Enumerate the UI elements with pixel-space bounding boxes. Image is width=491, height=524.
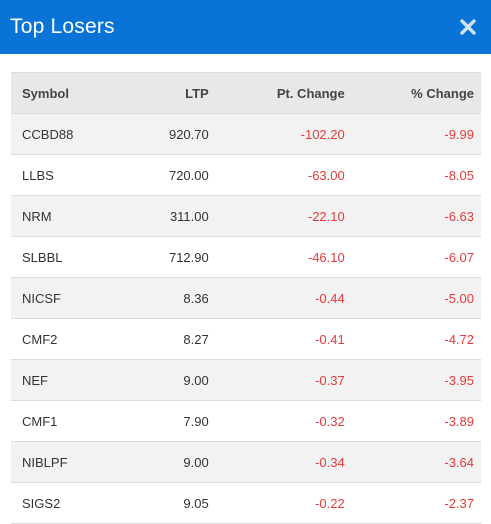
pt-change-cell: -0.34 bbox=[209, 441, 346, 483]
table-header-row: Symbol LTP Pt. Change % Change bbox=[11, 72, 481, 114]
ltp-cell: 8.27 bbox=[121, 318, 210, 360]
table-body: CCBD88 920.70 -102.20 -9.99 LLBS 720.00 … bbox=[11, 113, 481, 524]
ltp-cell: 720.00 bbox=[121, 154, 210, 196]
table-row[interactable]: CCBD88 920.70 -102.20 -9.99 bbox=[11, 113, 481, 155]
table-row[interactable]: SIGS2 9.05 -0.22 -2.37 bbox=[11, 482, 481, 524]
pt-change-cell: -0.41 bbox=[209, 318, 346, 360]
column-header-pct-change[interactable]: % Change bbox=[345, 72, 481, 114]
pct-change-cell: -6.63 bbox=[345, 195, 481, 237]
symbol-cell: CMF2 bbox=[11, 318, 122, 360]
table-row[interactable]: SLBBL 712.90 -46.10 -6.07 bbox=[11, 236, 481, 278]
pt-change-cell: -63.00 bbox=[209, 154, 346, 196]
ltp-cell: 920.70 bbox=[121, 113, 210, 155]
ltp-cell: 7.90 bbox=[121, 400, 210, 442]
close-icon-glyph bbox=[460, 19, 476, 35]
table-row[interactable]: NRM 311.00 -22.10 -6.63 bbox=[11, 195, 481, 237]
table-row[interactable]: NIBLPF 9.00 -0.34 -3.64 bbox=[11, 441, 481, 483]
pct-change-cell: -5.00 bbox=[345, 277, 481, 319]
table-row[interactable]: LLBS 720.00 -63.00 -8.05 bbox=[11, 154, 481, 196]
close-icon[interactable] bbox=[457, 16, 479, 38]
column-header-symbol[interactable]: Symbol bbox=[11, 72, 122, 114]
modal-header: Top Losers bbox=[0, 0, 491, 54]
ltp-cell: 712.90 bbox=[121, 236, 210, 278]
pct-change-cell: -6.07 bbox=[345, 236, 481, 278]
column-header-ltp[interactable]: LTP bbox=[121, 72, 210, 114]
symbol-cell: SLBBL bbox=[11, 236, 122, 278]
symbol-cell: NEF bbox=[11, 359, 122, 401]
modal-body: Symbol LTP Pt. Change % Change CCBD88 92… bbox=[0, 54, 491, 524]
ltp-cell: 9.05 bbox=[121, 482, 210, 524]
symbol-cell: NRM bbox=[11, 195, 122, 237]
ltp-cell: 311.00 bbox=[121, 195, 210, 237]
symbol-cell: CCBD88 bbox=[11, 113, 122, 155]
table-row[interactable]: CMF2 8.27 -0.41 -4.72 bbox=[11, 318, 481, 360]
pct-change-cell: -3.64 bbox=[345, 441, 481, 483]
pct-change-cell: -3.95 bbox=[345, 359, 481, 401]
symbol-cell: NICSF bbox=[11, 277, 122, 319]
pt-change-cell: -0.32 bbox=[209, 400, 346, 442]
table-row[interactable]: CMF1 7.90 -0.32 -3.89 bbox=[11, 400, 481, 442]
pt-change-cell: -102.20 bbox=[209, 113, 346, 155]
pct-change-cell: -3.89 bbox=[345, 400, 481, 442]
column-header-pt-change[interactable]: Pt. Change bbox=[209, 72, 346, 114]
pt-change-cell: -46.10 bbox=[209, 236, 346, 278]
pt-change-cell: -22.10 bbox=[209, 195, 346, 237]
symbol-cell: LLBS bbox=[11, 154, 122, 196]
losers-table: Symbol LTP Pt. Change % Change CCBD88 92… bbox=[11, 72, 481, 524]
ltp-cell: 8.36 bbox=[121, 277, 210, 319]
pct-change-cell: -9.99 bbox=[345, 113, 481, 155]
modal-title: Top Losers bbox=[10, 15, 115, 38]
table-row[interactable]: NICSF 8.36 -0.44 -5.00 bbox=[11, 277, 481, 319]
ltp-cell: 9.00 bbox=[121, 359, 210, 401]
pt-change-cell: -0.22 bbox=[209, 482, 346, 524]
symbol-cell: CMF1 bbox=[11, 400, 122, 442]
symbol-cell: NIBLPF bbox=[11, 441, 122, 483]
pct-change-cell: -2.37 bbox=[345, 482, 481, 524]
pt-change-cell: -0.37 bbox=[209, 359, 346, 401]
pt-change-cell: -0.44 bbox=[209, 277, 346, 319]
ltp-cell: 9.00 bbox=[121, 441, 210, 483]
symbol-cell: SIGS2 bbox=[11, 482, 122, 524]
pct-change-cell: -4.72 bbox=[345, 318, 481, 360]
pct-change-cell: -8.05 bbox=[345, 154, 481, 196]
table-row[interactable]: NEF 9.00 -0.37 -3.95 bbox=[11, 359, 481, 401]
